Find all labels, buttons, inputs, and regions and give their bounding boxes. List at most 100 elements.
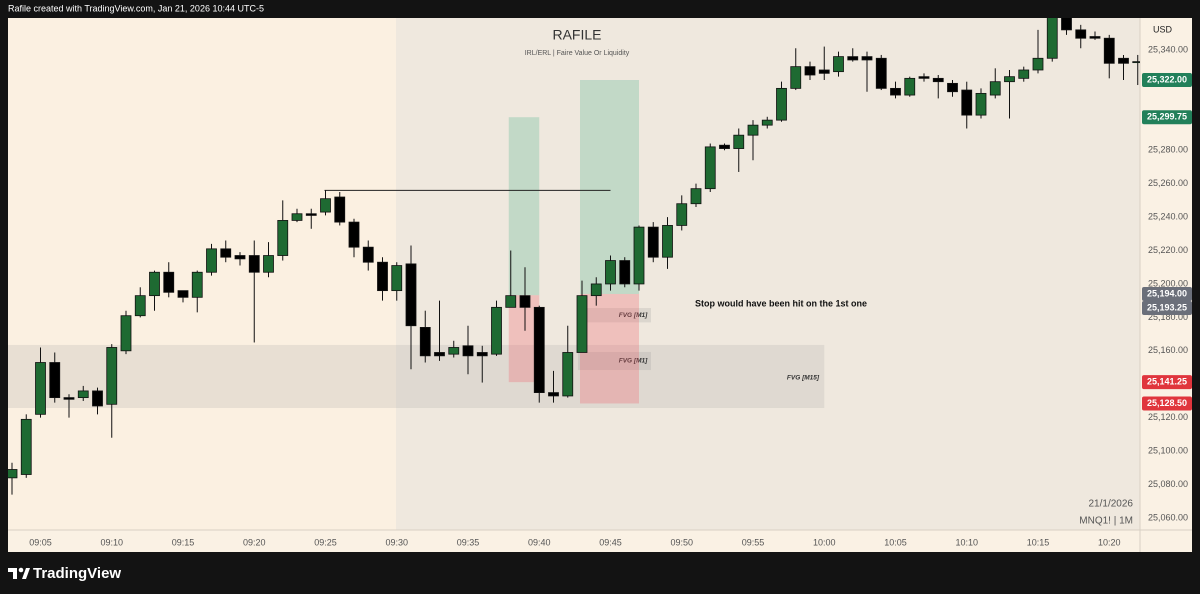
- candle-body: [1046, 18, 1058, 59]
- candle-body: [220, 248, 232, 258]
- candle-body: [1103, 37, 1115, 64]
- candle-body: [248, 255, 260, 273]
- x-tick-label: 09:20: [243, 537, 266, 547]
- header-credit: Rafile created with TradingView.com, Jan…: [8, 3, 264, 13]
- candle-body: [704, 146, 716, 190]
- candle-body: [975, 92, 987, 116]
- candle-body: [776, 87, 787, 121]
- candle-body: [77, 390, 89, 399]
- price-axis-bg: [1140, 18, 1192, 530]
- fvg-label: FVG [M15]: [787, 375, 820, 382]
- currency: USD: [1153, 24, 1173, 34]
- chart-symbol: MNQ1! | 1M: [1079, 516, 1133, 527]
- candle-body: [890, 87, 901, 96]
- candle-body: [918, 76, 930, 79]
- y-tick-label: 25,180.00: [1148, 312, 1188, 322]
- x-tick-label: 09:45: [599, 537, 622, 547]
- candle-body: [1075, 29, 1087, 39]
- y-tick-label: 25,160.00: [1148, 345, 1188, 355]
- price-tag: [1142, 73, 1192, 88]
- candle-body: [576, 295, 588, 353]
- candle-body: [633, 226, 645, 285]
- fvg-zone: [578, 308, 651, 323]
- candle-body: [277, 220, 289, 256]
- y-tick-label: 25,120.00: [1148, 412, 1188, 422]
- candle-body: [163, 271, 175, 293]
- candle-body: [605, 260, 616, 285]
- candle-body: [377, 261, 388, 292]
- candle-body: [519, 295, 531, 308]
- candle-body: [719, 144, 730, 149]
- candle-body: [1089, 36, 1101, 39]
- candle-body: [804, 66, 816, 76]
- fvg-zone: [578, 351, 651, 371]
- fvg-label: FVG [M1]: [619, 312, 648, 319]
- candle-body: [961, 89, 973, 116]
- price-tag: [1142, 375, 1192, 390]
- session-bg: [396, 18, 1140, 530]
- candle-body: [533, 306, 545, 393]
- y-tick-label: 25,060.00: [1148, 512, 1188, 522]
- candle-body: [548, 392, 559, 397]
- candle-body: [8, 469, 18, 479]
- candle-body: [462, 345, 474, 357]
- x-tick-label: 10:05: [884, 537, 907, 547]
- candle-body: [106, 347, 118, 405]
- price-tag-label: 25,193.25: [1147, 302, 1187, 312]
- y-tick-label: 25,080.00: [1148, 479, 1188, 489]
- x-tick-label: 10:15: [1027, 537, 1050, 547]
- candle-body: [92, 390, 103, 407]
- candle-body: [947, 82, 958, 93]
- x-tick-label: 10:20: [1098, 537, 1121, 547]
- candle-body: [35, 362, 46, 415]
- candle-body: [491, 306, 502, 355]
- candle-body: [1118, 57, 1129, 64]
- y-tick-label: 25,280.00: [1148, 145, 1188, 155]
- x-tick-label: 09:25: [314, 537, 337, 547]
- candle-body: [904, 77, 916, 96]
- x-tick-label: 09:55: [742, 537, 765, 547]
- fvg-zone: [8, 344, 825, 408]
- x-tick-label: 09:15: [172, 537, 195, 547]
- candle-body: [690, 188, 702, 205]
- candle-body: [334, 196, 346, 223]
- price-tag: [1142, 110, 1192, 125]
- candle-body: [1018, 69, 1030, 79]
- x-tick-label: 09:50: [670, 537, 693, 547]
- candle-body: [847, 56, 859, 61]
- candle-body: [391, 265, 403, 292]
- candle-body: [676, 203, 688, 226]
- target-zone: [508, 117, 540, 296]
- candle-body: [476, 352, 488, 357]
- y-tick-label: 25,340.00: [1148, 44, 1188, 54]
- annotation: Stop would have been hit on the 1st one: [695, 298, 867, 308]
- price-tag-label: 25,322.00: [1147, 74, 1187, 84]
- candle-body: [305, 213, 317, 216]
- candle-body: [191, 271, 203, 298]
- candle-body: [63, 397, 75, 400]
- price-tag-label: 25,128.50: [1147, 398, 1187, 408]
- candle-body: [590, 283, 602, 297]
- candle-body: [932, 77, 944, 83]
- candle-body: [747, 124, 759, 136]
- candle-body: [562, 352, 574, 397]
- fvg-label: FVG [M1]: [619, 358, 648, 365]
- chart-title: RAFILE: [552, 27, 601, 43]
- candle-body: [448, 347, 460, 355]
- target-zone: [580, 80, 639, 294]
- x-tick-label: 09:05: [29, 537, 52, 547]
- chart-subtitle: IRL/ERL | Faire Value Or Liquidity: [525, 50, 630, 57]
- candle-body: [761, 119, 773, 126]
- price-tag-label: 25,194.00: [1147, 288, 1187, 298]
- candle-body: [263, 255, 274, 273]
- candle-body: [134, 295, 146, 317]
- candle-body: [818, 69, 830, 74]
- x-tick-label: 09:35: [457, 537, 480, 547]
- x-tick-label: 10:10: [955, 537, 978, 547]
- candle-body: [662, 225, 673, 258]
- candle-body: [733, 134, 745, 149]
- stop-zone: [580, 293, 639, 404]
- candle-body: [49, 362, 61, 399]
- brand-logo: [8, 567, 30, 579]
